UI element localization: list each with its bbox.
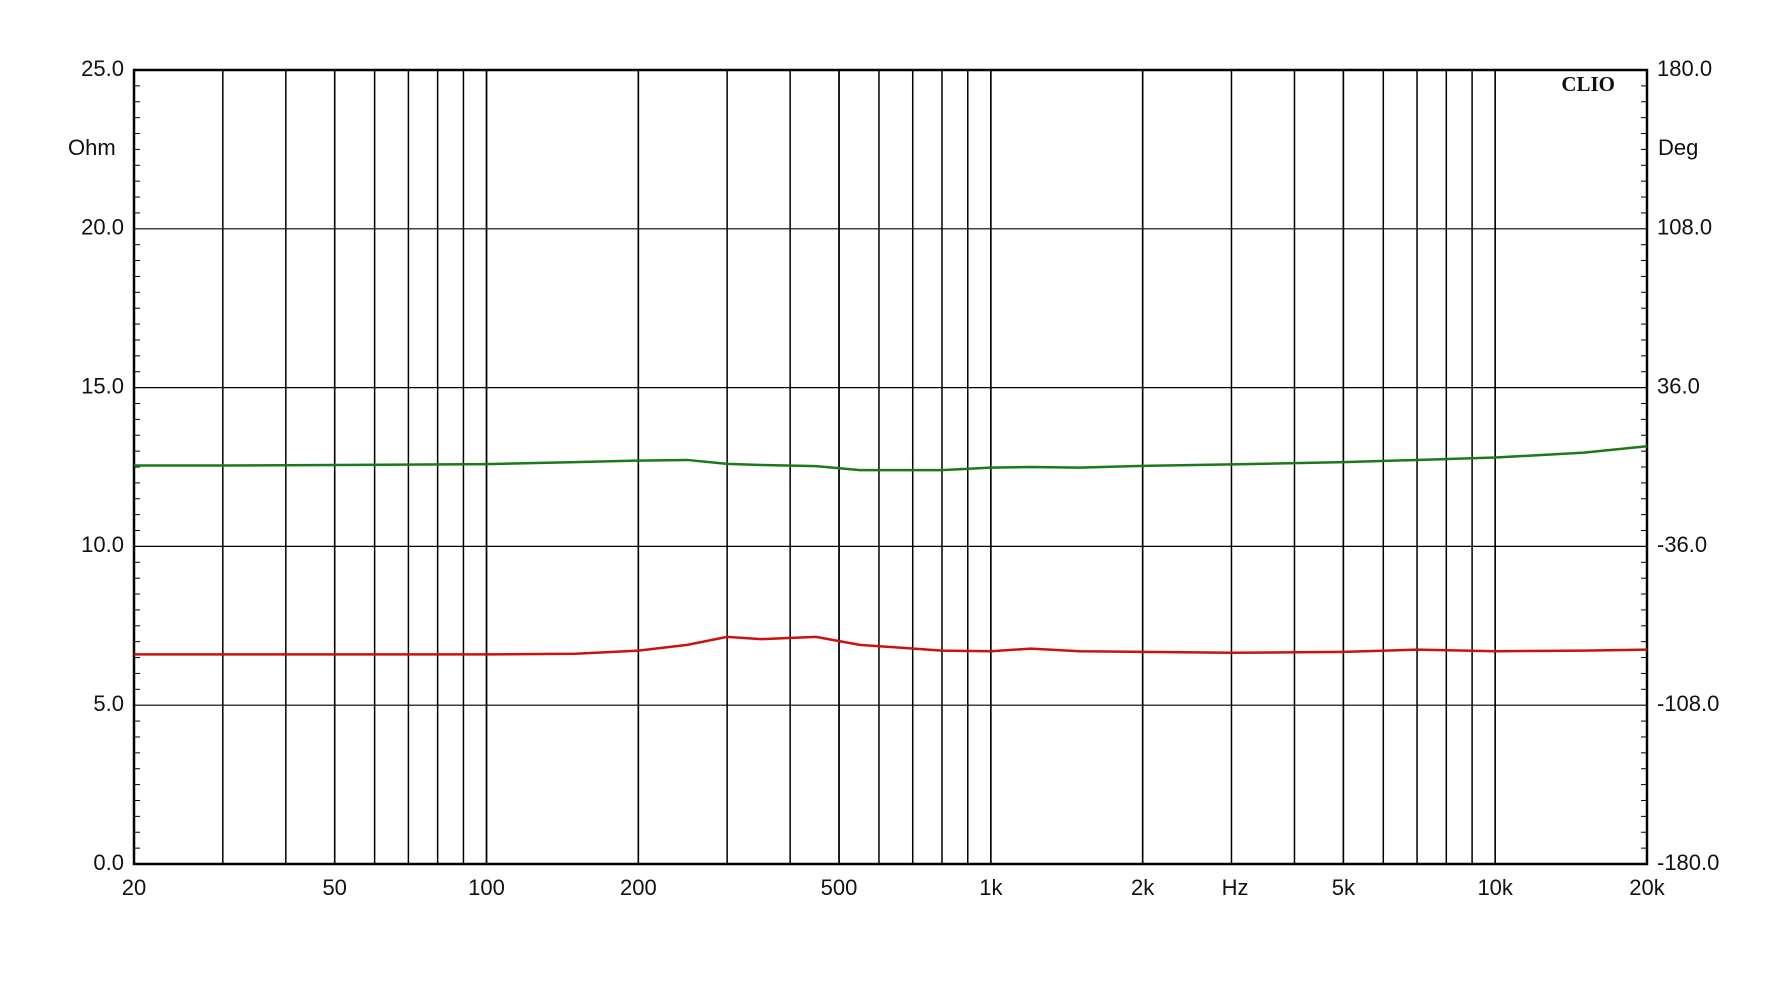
x-tick-label: 2k [1131, 875, 1155, 900]
plot-frame [132, 68, 1649, 866]
y2-tick-label: 108.0 [1657, 215, 1712, 240]
y2-tick-label: -108.0 [1657, 691, 1719, 716]
x-tick-label: 20 [122, 875, 146, 900]
series-line [134, 635, 1648, 656]
series-line [134, 445, 1648, 472]
y-tick-label: 25.0 [81, 56, 124, 81]
y2-tick-label: 36.0 [1657, 373, 1700, 398]
x-tick-label: 10k [1477, 875, 1513, 900]
x-tick-label: 500 [821, 875, 858, 900]
y-tick-label: 15.0 [81, 373, 124, 398]
x-tick-label: 50 [322, 875, 346, 900]
y-axis-label: Ohm [68, 135, 116, 160]
y2-axis-label: Deg [1658, 135, 1698, 160]
y-tick-label: 20.0 [81, 215, 124, 240]
y2-tick-label: 180.0 [1657, 56, 1712, 81]
x-axis-label: Hz [1222, 875, 1249, 900]
y2-tick-label: -36.0 [1657, 532, 1707, 557]
x-tick-label: 20k [1629, 875, 1665, 900]
y-tick-label: 5.0 [93, 691, 124, 716]
y-tick-label: 10.0 [81, 532, 124, 557]
y-tick-label: 0.0 [93, 850, 124, 875]
x-tick-label: 1k [979, 875, 1003, 900]
x-tick-label: 100 [468, 875, 505, 900]
y2-tick-label: -180.0 [1657, 850, 1719, 875]
brand: CLIO [1561, 72, 1615, 96]
x-tick-label: 200 [620, 875, 657, 900]
x-tick-label: 5k [1332, 875, 1356, 900]
